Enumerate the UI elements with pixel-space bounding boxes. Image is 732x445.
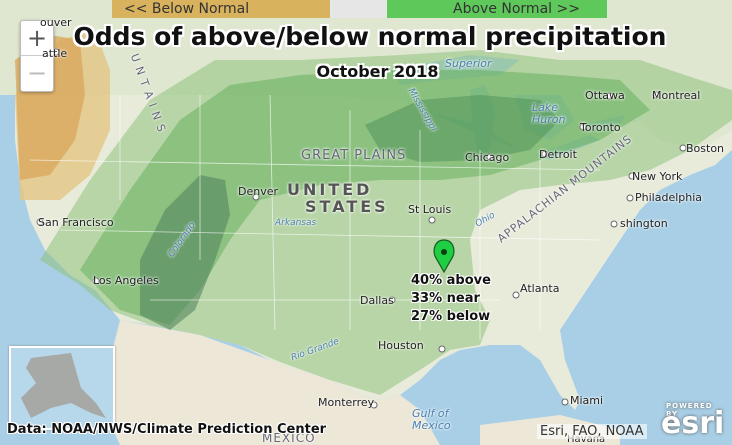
popup-above: 40% above	[411, 273, 491, 288]
city-dots	[36, 48, 687, 409]
zoom-control: + −	[20, 20, 54, 92]
legend-above-normal: Above Normal >>	[387, 0, 607, 18]
alaska-inset-map[interactable]	[9, 346, 115, 430]
label-denver: Denver	[238, 185, 279, 198]
esri-wordmark: esri	[661, 406, 725, 441]
label-boston: Boston	[686, 142, 725, 155]
legend-below-normal: << Below Normal	[112, 0, 330, 18]
legend-bar: << Below Normal Above Normal >>	[112, 0, 607, 18]
label-arkansas-river: Arkansas	[275, 218, 317, 228]
data-source-credit: Data: NOAA/NWS/Climate Prediction Center	[7, 422, 327, 437]
label-dallas: Dallas	[360, 294, 394, 307]
above-normal-50-southwest	[140, 175, 230, 330]
label-washington: shington	[620, 217, 668, 230]
map-attribution[interactable]: Esri, FAO, NOAA	[537, 424, 647, 439]
label-houston: Houston	[378, 339, 424, 352]
label-great-plains: GREAT PLAINS	[301, 148, 407, 163]
label-los-angeles: Los Angeles	[93, 274, 159, 287]
esri-powered-by: POWERED BY	[666, 402, 713, 418]
popup-below: 27% below	[411, 309, 491, 324]
label-lake-huron: Lake Huron	[532, 101, 566, 126]
label-montreal: Montreal	[652, 89, 701, 102]
above-normal-50-north	[365, 95, 560, 162]
zoom-in-button[interactable]: +	[21, 21, 53, 56]
label-chicago: Chicago	[465, 151, 510, 164]
label-lake-superior: Superior	[445, 57, 492, 70]
state-borders	[29, 94, 601, 340]
label-havana: Havana	[567, 434, 606, 445]
label-detroit: Detroit	[539, 148, 577, 161]
precip-popup: 40% above 33% near 27% below	[411, 272, 491, 326]
label-monterrey: Monterrey	[318, 396, 375, 409]
label-toronto: Toronto	[580, 121, 621, 134]
label-seattle: attle	[42, 47, 68, 60]
label-states: STATES	[305, 197, 389, 216]
label-mexico: MEXICO	[262, 431, 316, 445]
zoom-out-button[interactable]: −	[26, 59, 48, 87]
esri-logo[interactable]: POWERED BY esri	[660, 402, 725, 441]
label-ottawa: Ottawa	[585, 89, 625, 102]
label-miami: Miami	[570, 394, 604, 407]
label-st-louis: St Louis	[408, 203, 452, 216]
label-vancouver: ouver	[40, 16, 72, 29]
label-gulf-of-mexico: Gulf of Mexico	[412, 407, 451, 432]
label-new-york: New York	[632, 170, 683, 183]
legend-near-normal	[330, 0, 387, 18]
map-title: Odds of above/below normal precipitation	[73, 22, 667, 51]
label-san-francisco: San Francisco	[38, 216, 114, 229]
label-atlanta: Atlanta	[520, 282, 560, 295]
popup-near: 33% near	[411, 291, 480, 306]
alaska-shape	[21, 353, 106, 418]
label-united: UNITED	[287, 180, 373, 199]
map-subtitle: October 2018	[316, 62, 439, 81]
mexico-land	[100, 320, 440, 445]
location-pin[interactable]	[433, 239, 455, 274]
label-philadelphia: Philadelphia	[635, 191, 703, 204]
